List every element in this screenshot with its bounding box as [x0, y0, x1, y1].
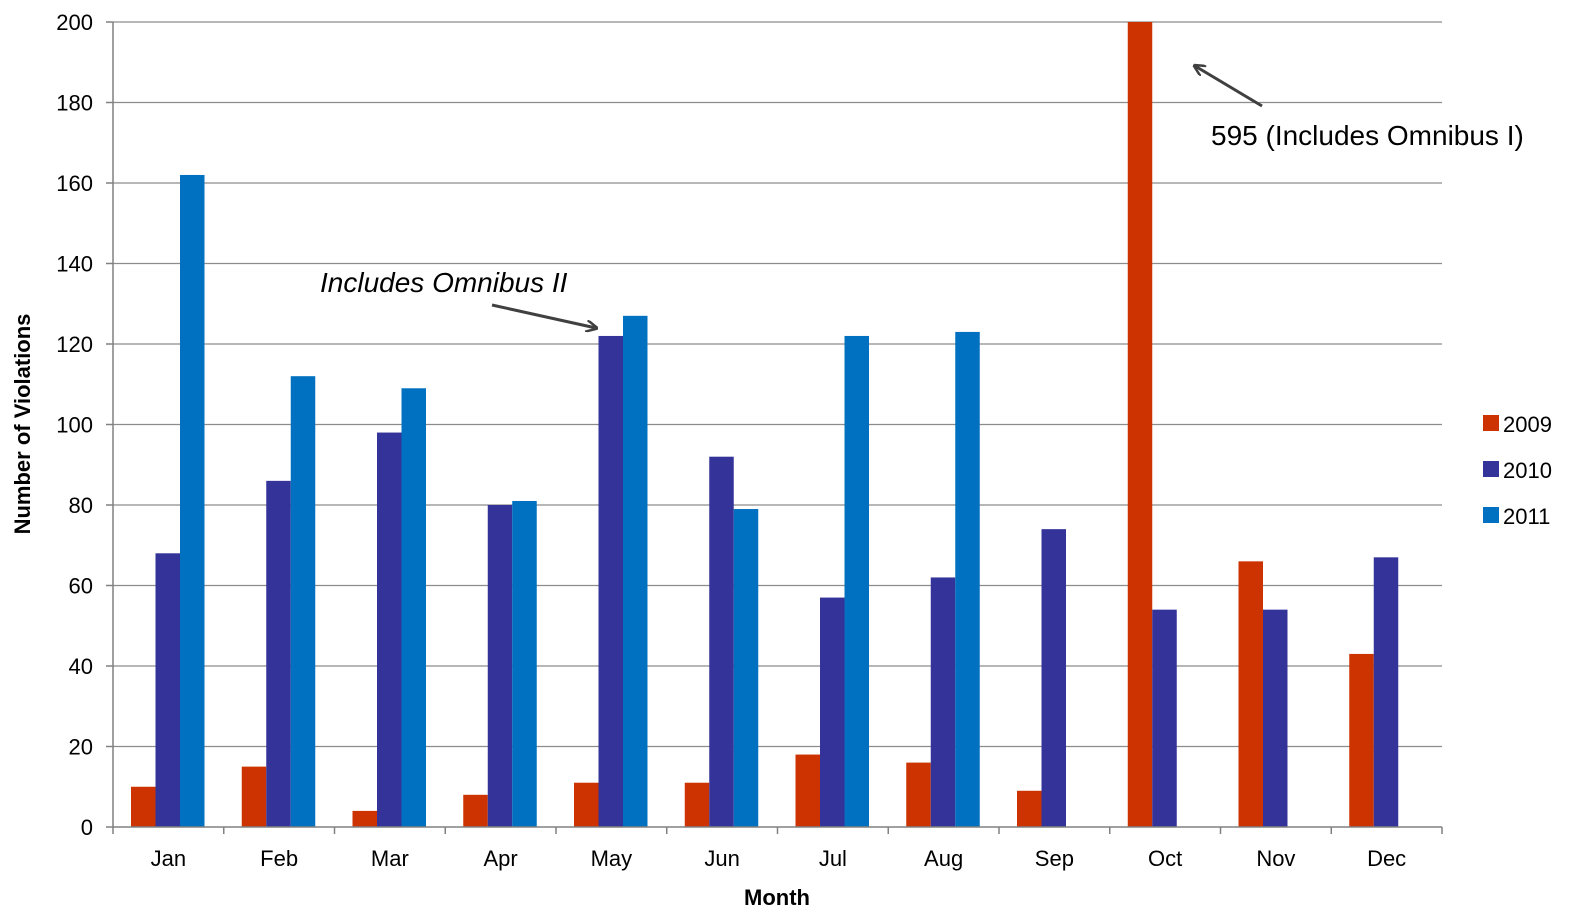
y-tick-label: 80 — [69, 493, 93, 518]
y-tick-label: 0 — [81, 815, 93, 840]
x-tick-label: Jun — [704, 846, 739, 871]
y-tick-label: 60 — [69, 574, 93, 599]
bar-2011-Feb — [290, 376, 316, 827]
x-tick-label: Aug — [924, 846, 963, 871]
annotation-arrow-oct — [1195, 66, 1263, 108]
bar-2011-Jul — [844, 335, 869, 827]
bar-2009-Aug — [906, 762, 931, 827]
bar-2010-Oct — [1152, 609, 1177, 827]
bar-2010-Sep — [1041, 529, 1066, 827]
bar-2011-May — [623, 315, 648, 827]
bar-2009-May — [574, 782, 599, 827]
bar-2011-Aug — [955, 331, 980, 827]
bar-2009-Dec — [1349, 653, 1374, 827]
bar-2009-Jan — [131, 786, 156, 827]
legend-label-2011: 2011 — [1503, 504, 1550, 529]
y-tick-label: 160 — [56, 171, 93, 196]
bar-2010-Aug — [930, 577, 956, 827]
bar-2011-Mar — [401, 388, 426, 827]
bar-2010-Feb — [266, 480, 291, 827]
bar-2010-Jun — [709, 456, 734, 827]
x-tick-label: Apr — [484, 846, 518, 871]
x-tick-label: Oct — [1148, 846, 1182, 871]
bar-2011-Jan — [180, 174, 205, 827]
x-tick-label: Feb — [260, 846, 298, 871]
y-axis-title: Number of Violations — [10, 314, 35, 535]
y-tick-label: 100 — [56, 413, 93, 438]
bar-2010-Jul — [820, 597, 845, 827]
legend-label-2009: 2009 — [1503, 412, 1552, 437]
x-tick-label: Dec — [1367, 846, 1406, 871]
x-tick-label: Jul — [819, 846, 847, 871]
bar-2009-Jun — [684, 782, 710, 827]
bar-2010-Dec — [1373, 557, 1399, 827]
annotation-omnibus-ii: Includes Omnibus II — [320, 267, 568, 298]
annotation-omnibus-i: 595 (Includes Omnibus I) — [1211, 120, 1524, 151]
bar-2010-May — [598, 335, 623, 827]
bar-2010-Apr — [487, 505, 513, 827]
bar-2009-Jul — [795, 754, 820, 827]
gridlines — [113, 21, 1442, 748]
bar-2009-Apr — [463, 794, 488, 827]
legend-swatch-2009 — [1483, 415, 1499, 431]
x-tick-label: Mar — [371, 846, 409, 871]
x-axis-title: Month — [744, 885, 810, 910]
y-tick-label: 40 — [69, 654, 93, 679]
legend-swatch-2010 — [1483, 461, 1499, 477]
bar-2009-Sep — [1017, 790, 1042, 827]
x-tick-label: May — [591, 846, 633, 871]
bar-2010-Mar — [377, 432, 402, 827]
bar-2010-Nov — [1263, 609, 1288, 827]
bar-2011-Jun — [733, 509, 759, 827]
x-tick-label: Nov — [1256, 846, 1295, 871]
x-tick-labels: Jan Feb Mar Apr May Jun Jul Aug Sep Oct Nov Dec — [151, 846, 1407, 871]
bar-2010-Jan — [155, 553, 180, 827]
bar-2009-Feb — [241, 766, 267, 827]
legend-swatch-2011 — [1483, 507, 1499, 523]
bars — [131, 22, 1399, 827]
legend: 2009 2010 2011 — [1483, 412, 1552, 529]
x-tick-label: Jan — [151, 846, 186, 871]
bar-2009-Mar — [352, 810, 377, 827]
y-tick-label: 20 — [69, 735, 93, 760]
x-tick-label: Sep — [1035, 846, 1074, 871]
y-tick-label: 140 — [56, 252, 93, 277]
bar-2011-Apr — [512, 500, 537, 827]
legend-label-2010: 2010 — [1503, 458, 1552, 483]
y-tick-label: 120 — [56, 332, 93, 357]
y-tick-label: 180 — [56, 91, 93, 116]
bar-2009-Nov — [1238, 561, 1263, 827]
annotation-arrow-may — [491, 303, 596, 328]
axes — [106, 21, 1443, 834]
bar-2009-Oct — [1127, 22, 1153, 827]
y-tick-label: 200 — [56, 10, 93, 35]
annotations: 595 (Includes Omnibus I) Includes Omnibu… — [320, 66, 1524, 328]
y-tick-labels: 0 20 40 60 80 100 120 140 160 180 200 — [56, 10, 93, 840]
